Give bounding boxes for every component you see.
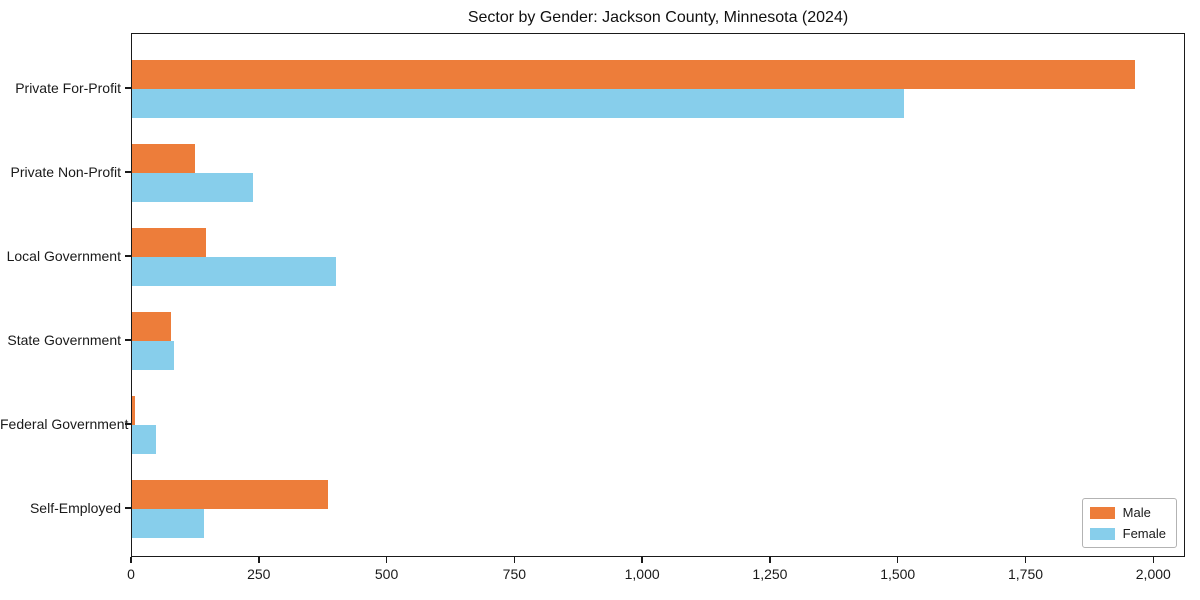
- y-axis-label-private-non-profit: Private Non-Profit: [10, 164, 121, 180]
- x-tick-mark: [385, 557, 388, 563]
- y-axis-label-private-for-profit: Private For-Profit: [15, 80, 121, 96]
- legend-item-female: Female: [1089, 526, 1166, 541]
- x-axis-tick-label: 0: [127, 566, 135, 582]
- y-axis-label-self-employed: Self-Employed: [29, 500, 121, 516]
- y-tick-mark: [125, 255, 131, 257]
- x-tick-mark: [641, 557, 643, 563]
- x-axis-tick-label: 500: [374, 566, 399, 582]
- x-tick-mark: [258, 557, 260, 563]
- bar-male-state-government: [132, 312, 172, 341]
- bar-male-local-government: [132, 228, 207, 257]
- x-axis-tick-label: 250: [247, 566, 271, 582]
- y-axis-label-state-government: State Government: [7, 332, 121, 348]
- x-axis-tick-label: 1,500: [880, 566, 916, 582]
- x-axis-tick-label: 1,750: [1007, 566, 1044, 582]
- x-axis-tick-label: 1,000: [624, 566, 660, 582]
- x-tick-mark: [769, 557, 771, 563]
- bar-female-private-non-profit: [132, 173, 253, 202]
- legend: Male Female: [1081, 498, 1177, 548]
- legend-swatch-female: [1089, 527, 1115, 540]
- y-tick-mark: [125, 507, 131, 509]
- bar-male-federal-government: [132, 396, 135, 425]
- y-axis-label-federal-government: Federal Government: [0, 416, 129, 432]
- y-tick-mark: [125, 171, 131, 173]
- bar-male-private-for-profit: [132, 60, 1136, 89]
- legend-label-female: Female: [1122, 526, 1166, 541]
- x-tick-mark: [896, 557, 899, 563]
- bar-female-self-employed: [132, 509, 204, 538]
- x-tick-mark: [513, 557, 516, 563]
- bar-female-local-government: [132, 257, 337, 286]
- y-tick-mark: [125, 87, 131, 89]
- legend-swatch-male: [1089, 506, 1115, 519]
- y-axis-label-local-government: Local Government: [6, 248, 121, 264]
- bar-male-self-employed: [132, 480, 329, 509]
- x-axis-tick-label: 1,250: [752, 566, 788, 582]
- legend-item-male: Male: [1089, 505, 1166, 520]
- bar-female-state-government: [132, 341, 175, 370]
- x-axis-tick-label: 750: [502, 566, 527, 582]
- chart-title: Sector by Gender: Jackson County, Minnes…: [467, 9, 849, 26]
- bar-male-private-non-profit: [132, 144, 196, 173]
- x-tick-mark: [1024, 557, 1027, 563]
- bar-female-private-for-profit: [132, 89, 904, 118]
- x-tick-mark: [1152, 557, 1155, 563]
- y-tick-mark: [125, 423, 131, 425]
- plot-area: Male Female: [131, 33, 1185, 557]
- legend-label-male: Male: [1122, 505, 1151, 520]
- y-tick-mark: [125, 339, 131, 341]
- x-axis-tick-label: 2,000: [1135, 566, 1171, 582]
- x-tick-mark: [130, 557, 132, 563]
- bar-female-federal-government: [132, 425, 157, 454]
